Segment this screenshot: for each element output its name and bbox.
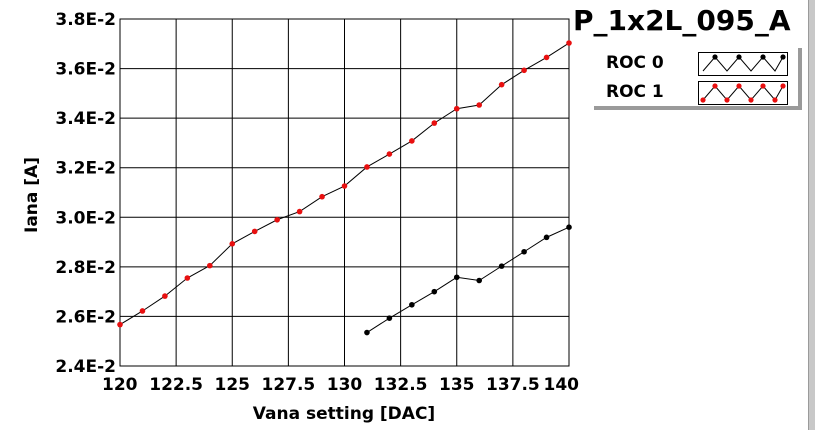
data-point-roc-1: [207, 262, 213, 269]
series-layer: [117, 40, 572, 336]
data-point-roc-0: [476, 277, 483, 284]
x-tick-label: 137.5: [486, 375, 540, 395]
legend-entry-roc-0[interactable]: ROC 0: [594, 50, 798, 78]
x-tick-label: 130: [327, 375, 363, 395]
data-point-roc-1: [521, 67, 527, 74]
x-tick-label: 132.5: [374, 375, 428, 395]
data-point-roc-0: [431, 288, 438, 295]
y-tick-labels: 2.4E-2 2.6E-2 2.8E-2 3.0E-2 3.2E-2 3.4E-2 3.6E…: [55, 10, 116, 377]
x-tick-label: 135: [439, 375, 475, 395]
data-point-roc-0: [543, 234, 550, 241]
data-point-roc-0: [498, 263, 505, 269]
data-point-roc-1: [364, 164, 370, 170]
x-tick-label: 140: [544, 375, 580, 395]
y-tick-label: 3.8E-2: [55, 10, 116, 30]
window-frame-edge: [808, 0, 815, 430]
data-point-roc-1: [251, 228, 258, 235]
data-point-roc-1: [296, 208, 303, 215]
data-point-roc-1: [139, 308, 146, 314]
y-axis-label: Iana [A]: [22, 157, 42, 233]
legend-swatch-marker: [724, 97, 730, 103]
y-tick-label: 2.6E-2: [55, 307, 116, 327]
y-tick-label: 3.2E-2: [55, 159, 116, 179]
data-point-roc-0: [409, 301, 415, 308]
data-point-roc-1: [229, 241, 236, 247]
legend-swatch-marker: [712, 83, 718, 89]
chart-title: P_1x2L_095_A: [573, 4, 791, 37]
x-tick-label: 125: [215, 375, 251, 395]
series-line-roc-0: [366, 226, 570, 333]
legend-entry-roc-1[interactable]: ROC 1: [594, 79, 798, 107]
legend-label-roc-1: ROC 1: [606, 82, 664, 102]
legend-swatch-marker: [736, 83, 742, 89]
legend-swatch-marker: [780, 54, 786, 60]
legend-swatch-marker: [736, 54, 742, 60]
data-point-roc-0: [453, 274, 460, 281]
data-point-roc-1: [498, 81, 505, 88]
legend-swatch-marker: [760, 83, 766, 89]
y-tick-label: 2.4E-2: [55, 357, 116, 377]
data-point-roc-1: [341, 183, 348, 189]
x-tick-labels: 120 122.5 125 127.5 130 132.5 135 137.5 140: [102, 375, 579, 395]
y-tick-label: 3.0E-2: [55, 208, 116, 228]
x-axis-label: Vana setting [DAC]: [253, 404, 435, 424]
legend-swatch-line: [702, 85, 784, 101]
data-point-roc-1: [274, 216, 280, 223]
grid-layer: [119, 18, 570, 367]
legend-swatch-roc-1: [698, 81, 788, 105]
data-point-roc-1: [453, 105, 460, 112]
x-tick-label: 127.5: [261, 375, 315, 395]
data-point-roc-1: [543, 54, 550, 61]
data-point-roc-1: [117, 321, 123, 328]
y-tick-label: 2.8E-2: [55, 258, 116, 278]
legend-swatch-marker: [748, 97, 754, 103]
data-point-roc-1: [184, 275, 191, 281]
data-point-roc-1: [409, 138, 415, 144]
y-tick-label: 3.4E-2: [55, 109, 116, 129]
data-point-roc-1: [386, 151, 393, 157]
x-tick-label: 122.5: [149, 375, 203, 395]
legend-swatch-marker: [780, 83, 786, 89]
data-point-roc-1: [162, 293, 168, 299]
data-point-roc-0: [566, 224, 572, 230]
legend-swatch-roc-0: [698, 52, 788, 76]
legend-label-roc-0: ROC 0: [606, 53, 664, 73]
plot-border: [119, 18, 570, 367]
data-point-roc-0: [386, 315, 393, 321]
legend-swatch-marker: [760, 54, 766, 60]
y-tick-label: 3.6E-2: [55, 60, 116, 80]
legend-swatch-marker: [700, 97, 706, 103]
legend-swatch-marker: [712, 54, 718, 60]
legend: ROC 0 ROC 1: [594, 48, 802, 110]
legend-swatch-line: [702, 56, 784, 72]
legend-swatch-marker: [772, 97, 778, 103]
data-point-roc-0: [364, 329, 370, 336]
x-tick-label: 120: [102, 375, 138, 395]
data-point-roc-1: [476, 102, 483, 108]
data-point-roc-1: [566, 40, 572, 46]
data-point-roc-1: [431, 120, 438, 126]
data-point-roc-1: [319, 193, 325, 200]
data-point-roc-0: [521, 248, 527, 255]
